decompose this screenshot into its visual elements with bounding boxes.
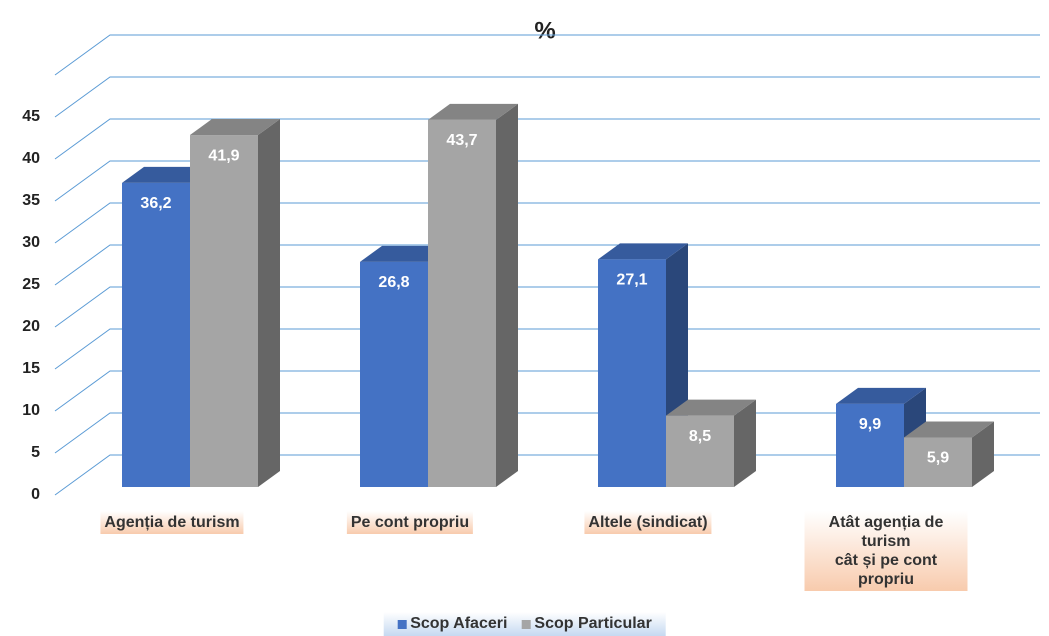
x-tick-label: Pe cont propriu xyxy=(346,511,474,534)
x-tick-label: Altele (sindicat) xyxy=(584,511,712,534)
value-label: 41,9 xyxy=(208,147,239,164)
value-label: 43,7 xyxy=(446,132,477,149)
bar xyxy=(428,119,496,488)
legend-item: Scop Particular xyxy=(521,615,652,633)
bar-top xyxy=(122,166,212,183)
bar-top xyxy=(360,245,450,262)
x-tick-label: Atât agenția de turism cât și pe cont pr… xyxy=(804,511,968,591)
value-label: 8,5 xyxy=(689,428,711,445)
grid-line xyxy=(54,244,1040,286)
x-tick-label: Agenția de turism xyxy=(100,511,244,534)
legend: Scop Afaceri Scop Particular xyxy=(383,612,666,636)
value-label: 36,2 xyxy=(140,195,171,212)
y-tick-label: 15 xyxy=(22,360,40,377)
y-tick-label: 35 xyxy=(22,192,40,209)
legend-label: Scop Afaceri xyxy=(410,615,508,632)
value-label: 9,9 xyxy=(859,416,881,433)
bar xyxy=(190,135,258,488)
grid-line xyxy=(54,34,1040,76)
bar xyxy=(122,182,190,488)
y-tick-label: 45 xyxy=(22,108,40,125)
legend-swatch xyxy=(521,619,531,629)
value-label: 27,1 xyxy=(616,272,647,289)
grid-line xyxy=(54,202,1040,244)
bar-side xyxy=(258,119,280,487)
bar-top xyxy=(904,421,994,438)
chart-title: % xyxy=(534,17,555,44)
bar-top xyxy=(598,243,688,260)
y-tick-label: 25 xyxy=(22,276,40,293)
bar xyxy=(598,259,666,487)
bar-side xyxy=(972,421,994,487)
bar xyxy=(836,403,904,487)
bar-top xyxy=(836,387,926,404)
bar-side xyxy=(734,399,756,487)
grid-line xyxy=(54,328,1040,370)
grid-line xyxy=(54,118,1040,160)
legend-swatch xyxy=(397,619,407,629)
bar-top xyxy=(428,103,518,120)
grid-line xyxy=(54,286,1040,328)
grid-line xyxy=(54,160,1040,202)
grid-line xyxy=(54,370,1040,412)
y-tick-label: 10 xyxy=(22,402,40,419)
y-tick-label: 5 xyxy=(31,444,40,461)
y-tick-label: 20 xyxy=(22,318,40,335)
grid-line xyxy=(54,76,1040,118)
bar-top xyxy=(190,119,280,136)
y-tick-label: 40 xyxy=(22,150,40,167)
bar xyxy=(666,415,734,487)
value-label: 5,9 xyxy=(927,450,949,467)
y-tick-label: 0 xyxy=(31,486,40,503)
bar-side xyxy=(496,103,518,488)
legend-item: Scop Afaceri xyxy=(397,615,507,633)
value-label: 26,8 xyxy=(378,274,409,291)
y-tick-label: 30 xyxy=(22,234,40,251)
bar xyxy=(360,261,428,487)
legend-label: Scop Particular xyxy=(534,615,652,632)
bar-top xyxy=(666,399,756,416)
bar xyxy=(904,437,972,487)
